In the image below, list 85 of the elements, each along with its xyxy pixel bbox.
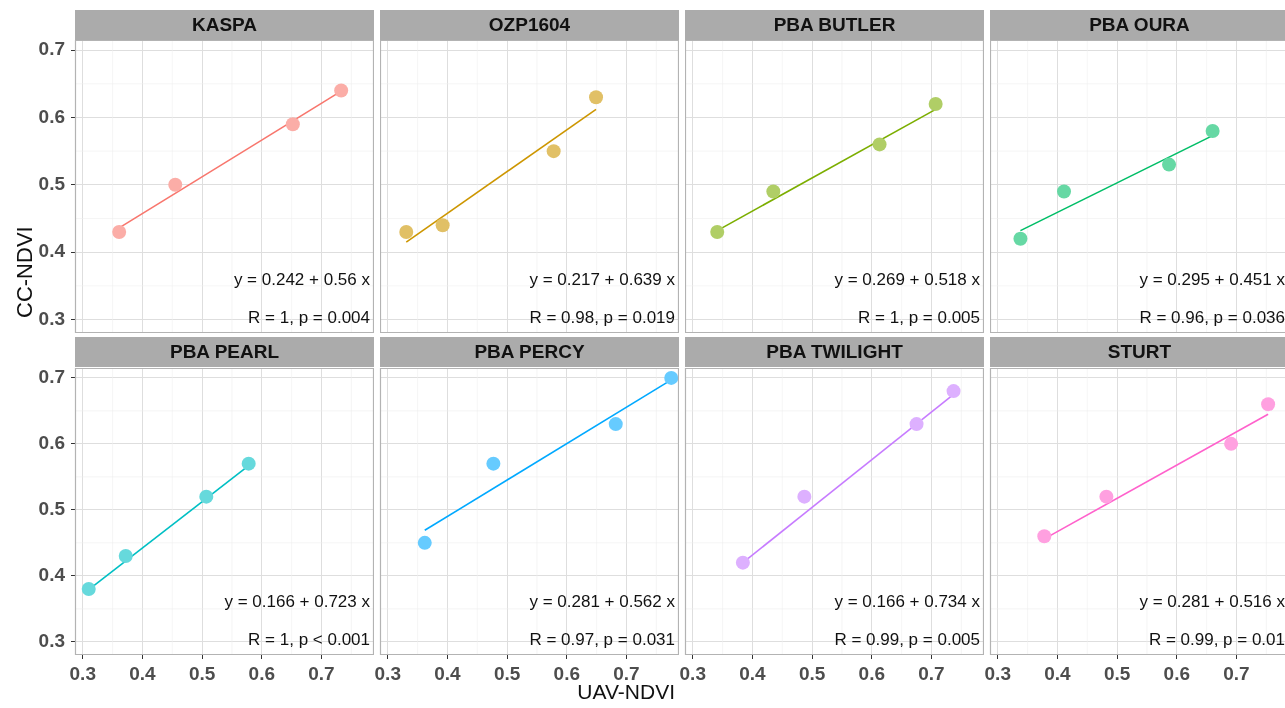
point	[435, 218, 450, 233]
x-tick-label: 0.6	[858, 662, 886, 684]
x-tick-label: 0.3	[69, 662, 96, 684]
point	[546, 144, 561, 159]
y-tick-label: 0.3	[38, 307, 65, 329]
point	[909, 417, 924, 432]
chart-title: PBA BUTLER	[685, 10, 984, 40]
point	[1205, 123, 1220, 138]
point	[1162, 157, 1177, 172]
point	[589, 90, 604, 105]
y-axis-title: CC-NDVI	[12, 226, 38, 318]
point	[112, 224, 127, 239]
point	[118, 549, 133, 564]
x-tick-label: 0.4	[129, 662, 157, 684]
y-tick-label: 0.6	[38, 105, 65, 127]
annotation: y = 0.295 + 0.451 x	[1139, 269, 1285, 289]
chart-title: STURT	[990, 337, 1285, 367]
y-tick-label: 0.5	[38, 498, 66, 520]
annotation: y = 0.281 + 0.516 x	[1139, 591, 1285, 611]
x-tick-label: 0.5	[1103, 662, 1131, 684]
point	[399, 224, 414, 239]
point	[946, 384, 961, 399]
x-tick-label: 0.4	[1044, 662, 1072, 684]
annotation: R = 0.99, p = 0.005	[834, 629, 980, 649]
point	[608, 417, 623, 432]
point	[1057, 184, 1071, 199]
chart-title: OZP1604	[380, 10, 679, 40]
chart-title: PBA PERCY	[380, 337, 679, 367]
point	[168, 177, 183, 192]
annotation: y = 0.269 + 0.518 x	[834, 269, 981, 289]
chart-title: PBA OURA	[990, 10, 1285, 40]
y-tick-label: 0.4	[38, 564, 66, 586]
x-tick-label: 0.7	[308, 662, 335, 684]
point	[241, 456, 256, 471]
annotation: y = 0.217 + 0.639 x	[529, 269, 676, 289]
annotation: y = 0.281 + 0.562 x	[529, 591, 676, 611]
x-tick-label: 0.5	[188, 662, 216, 684]
annotation: R = 0.99, p = 0.01	[1148, 629, 1285, 649]
point	[81, 582, 96, 597]
point	[285, 117, 300, 132]
point	[1261, 397, 1276, 412]
point	[417, 535, 432, 550]
x-tick-label: 0.5	[493, 662, 521, 684]
annotation: R = 0.98, p = 0.019	[529, 307, 675, 327]
x-tick-label: 0.3	[679, 662, 706, 684]
x-tick-label: 0.5	[798, 662, 826, 684]
point	[1224, 436, 1239, 451]
point	[710, 224, 725, 239]
point	[797, 489, 812, 504]
point	[735, 555, 750, 570]
y-tick-label: 0.4	[38, 240, 66, 262]
x-tick-label: 0.4	[739, 662, 767, 684]
y-tick-label: 0.5	[38, 173, 66, 195]
annotation: R = 1, p = 0.004	[248, 307, 370, 327]
x-tick-label: 0.3	[374, 662, 401, 684]
annotation: R = 1, p = 0.005	[858, 307, 980, 327]
point	[486, 456, 501, 471]
annotation: R = 0.96, p = 0.036	[1139, 307, 1285, 327]
x-tick-label: 0.6	[248, 662, 276, 684]
point	[872, 137, 887, 152]
point	[1099, 489, 1114, 504]
point	[928, 96, 943, 111]
chart-title: PBA TWILIGHT	[685, 337, 984, 367]
y-tick-label: 0.3	[38, 630, 65, 652]
point	[766, 184, 781, 199]
chart-title: KASPA	[75, 10, 374, 40]
x-tick-label: 0.4	[434, 662, 462, 684]
x-tick-label: 0.6	[1163, 662, 1191, 684]
point	[1037, 529, 1052, 544]
annotation: y = 0.242 + 0.56 x	[233, 269, 371, 289]
annotation: R = 0.97, p = 0.031	[529, 629, 675, 649]
annotation: y = 0.166 + 0.734 x	[834, 591, 981, 611]
y-tick-label: 0.6	[38, 432, 65, 454]
x-tick-label: 0.7	[918, 662, 945, 684]
point	[334, 83, 349, 98]
point	[199, 489, 214, 504]
point	[664, 370, 679, 385]
chart-title: PBA PEARL	[75, 337, 374, 367]
y-tick-label: 0.7	[38, 366, 65, 388]
x-tick-label: 0.7	[1223, 662, 1250, 684]
point	[1013, 231, 1028, 246]
y-tick-label: 0.7	[38, 38, 65, 60]
annotation: y = 0.166 + 0.723 x	[224, 591, 371, 611]
x-tick-label: 0.3	[984, 662, 1011, 684]
annotation: R = 1, p < 0.001	[248, 629, 370, 649]
